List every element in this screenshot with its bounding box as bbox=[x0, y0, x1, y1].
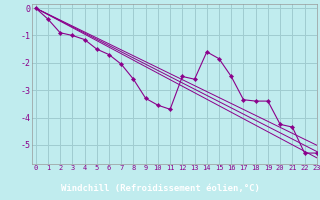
Text: Windchill (Refroidissement éolien,°C): Windchill (Refroidissement éolien,°C) bbox=[60, 184, 260, 193]
